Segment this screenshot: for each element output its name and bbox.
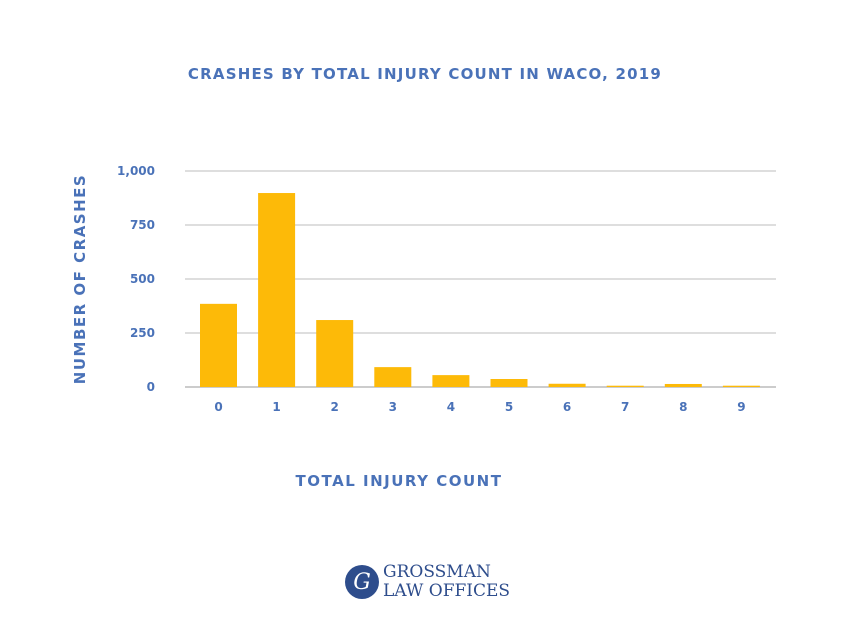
bar [548, 383, 586, 387]
bar [664, 383, 702, 387]
x-tick-label: 3 [389, 400, 397, 414]
logo-monogram-circle [345, 565, 379, 599]
x-tick-label: 9 [737, 400, 745, 414]
x-tick-label: 0 [214, 400, 222, 414]
bar [606, 385, 644, 387]
logo: G GROSSMAN LAW OFFICES [345, 562, 510, 601]
y-tick-label: 250 [130, 326, 155, 340]
bar [316, 320, 354, 387]
chart-title: CRASHES BY TOTAL INJURY COUNT IN WACO, 2… [188, 65, 662, 83]
y-tick-label: 1,000 [117, 164, 155, 178]
bar [200, 303, 237, 387]
bar [374, 367, 412, 387]
logo-line1: GROSSMAN [383, 562, 491, 582]
y-tick-label: 750 [130, 218, 155, 232]
x-tick-label: 1 [272, 400, 280, 414]
x-tick-label: 8 [679, 400, 687, 414]
x-tick-label: 7 [621, 400, 629, 414]
bar [722, 385, 760, 387]
bar [490, 379, 528, 387]
x-tick-label: 4 [447, 400, 455, 414]
x-tick-labels: 0 1 2 3 4 5 6 7 8 9 [214, 400, 745, 414]
bar [432, 375, 470, 387]
x-axis-label: TOTAL INJURY COUNT [296, 472, 503, 490]
y-axis-label: NUMBER OF CRASHES [71, 174, 89, 384]
bars [200, 193, 760, 387]
y-tick-labels: 0 250 500 750 1,000 [117, 164, 155, 394]
x-tick-label: 5 [505, 400, 513, 414]
logo-line2: LAW OFFICES [383, 581, 510, 601]
logo-monogram: G [353, 570, 371, 595]
x-tick-label: 2 [331, 400, 339, 414]
y-tick-label: 0 [147, 380, 155, 394]
x-tick-label: 6 [563, 400, 571, 414]
y-tick-label: 500 [130, 272, 155, 286]
bar [258, 193, 296, 387]
